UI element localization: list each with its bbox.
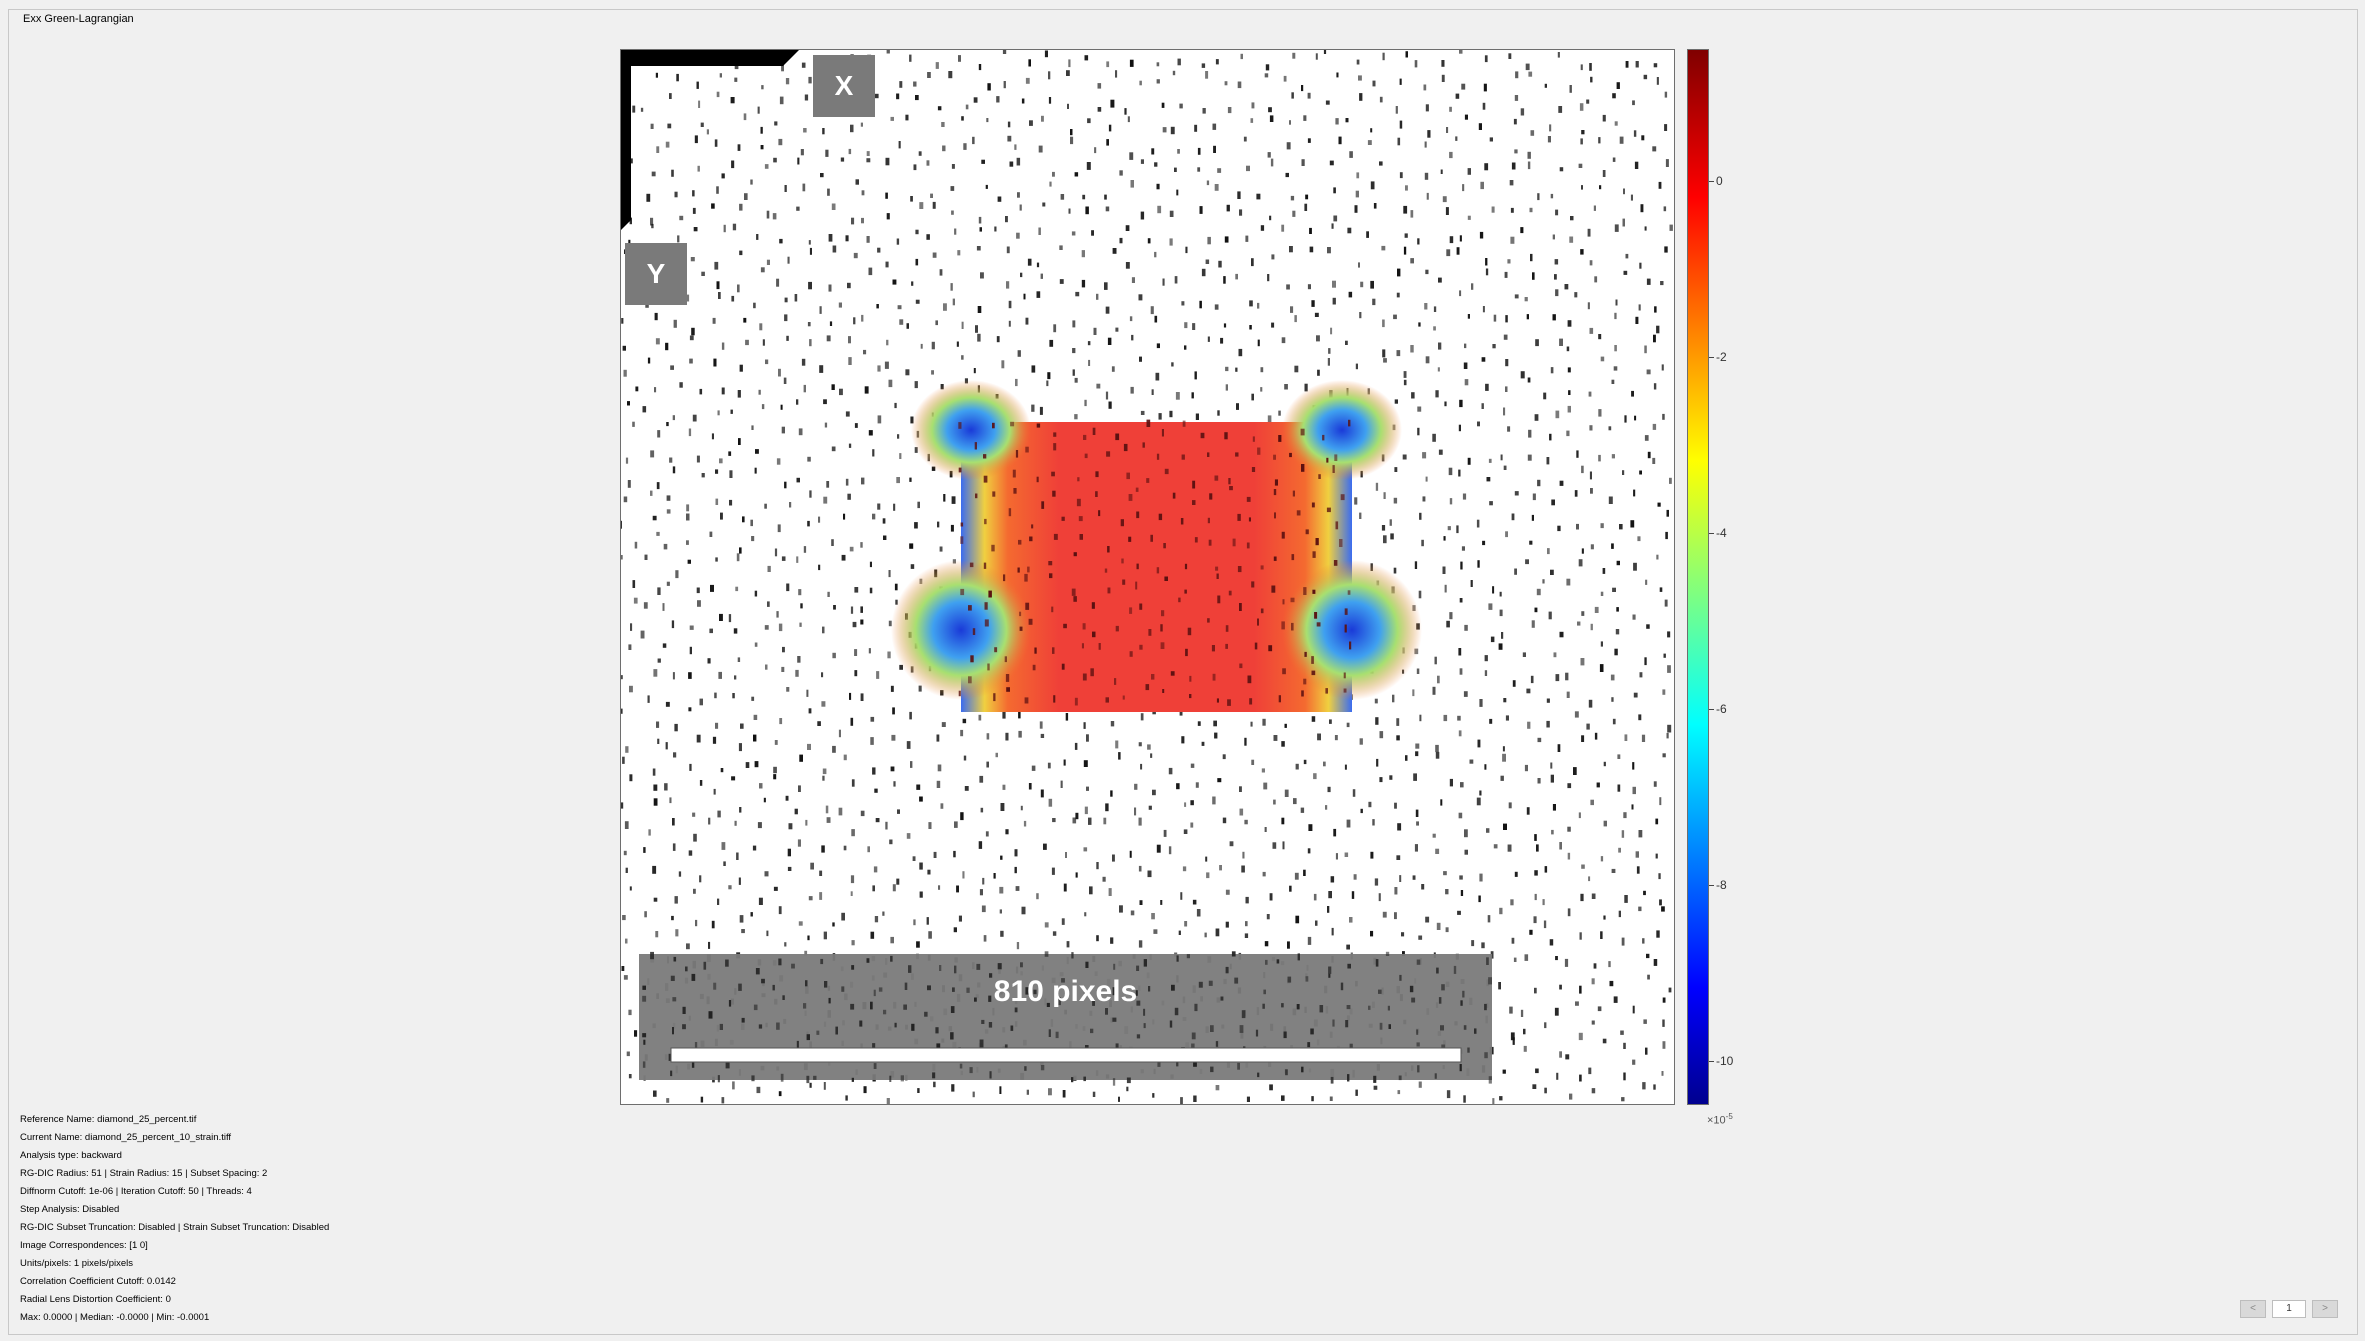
colorbar-tick — [1709, 1061, 1714, 1062]
colorbar-tick-label: 0 — [1716, 174, 1723, 188]
figure-panel: Exx Green-Lagrangian — [8, 9, 2358, 1335]
info-lens-distortion: Radial Lens Distortion Coefficient: 0 — [20, 1294, 171, 1305]
x-axis-label: X — [813, 55, 875, 117]
strain-plot-axes[interactable]: X Y 810 pixels — [620, 49, 1675, 1105]
info-stats: Max: 0.0000 | Median: -0.0000 | Min: -0.… — [20, 1312, 210, 1323]
info-units: Units/pixels: 1 pixels/pixels — [20, 1258, 133, 1269]
info-truncation: RG-DIC Subset Truncation: Disabled | Str… — [20, 1222, 330, 1233]
colorbar-tick-label: -10 — [1716, 1054, 1734, 1068]
page-number-field[interactable]: 1 — [2272, 1300, 2306, 1318]
prev-page-button[interactable]: < — [2240, 1300, 2266, 1318]
scalebar-label: 810 pixels — [993, 975, 1138, 1008]
y-axis-label: Y — [625, 243, 687, 305]
colorbar-tick — [1709, 533, 1714, 534]
analysis-info: Reference Name: diamond_25_percent.tif C… — [20, 1111, 329, 1327]
colorbar-tick-label: -4 — [1716, 526, 1727, 540]
colorbar-tick — [1709, 357, 1714, 358]
info-step-analysis: Step Analysis: Disabled — [20, 1204, 120, 1215]
strain-field — [891, 380, 1422, 712]
colorbar-tick — [1709, 885, 1714, 886]
info-correspondences: Image Correspondences: [1 0] — [20, 1240, 148, 1251]
colorbar-exponent: ×10-5 — [1707, 1112, 1733, 1127]
next-page-button[interactable]: > — [2312, 1300, 2338, 1318]
info-cutoffs: Diffnorm Cutoff: 1e-06 | Iteration Cutof… — [20, 1186, 252, 1197]
info-current-name: Current Name: diamond_25_percent_10_stra… — [20, 1132, 232, 1143]
colorbar-tick-label: -8 — [1716, 878, 1727, 892]
colorbar — [1687, 49, 1709, 1105]
panel-title: Exx Green-Lagrangian — [20, 13, 137, 25]
scalebar — [639, 951, 1492, 1086]
info-analysis-type: Analysis type: backward — [20, 1150, 122, 1161]
colorbar-tick-label: -2 — [1716, 350, 1727, 364]
strain-plot-canvas — [621, 50, 1673, 1104]
colorbar-tick — [1709, 181, 1714, 182]
info-correlation-cutoff: Correlation Coefficient Cutoff: 0.0142 — [20, 1276, 176, 1287]
pager: < 1 > — [2240, 1300, 2338, 1318]
info-reference-name: Reference Name: diamond_25_percent.tif — [20, 1114, 197, 1125]
orientation-arrow — [621, 50, 799, 230]
colorbar-tick — [1709, 709, 1714, 710]
info-radii: RG-DIC Radius: 51 | Strain Radius: 15 | … — [20, 1168, 268, 1179]
colorbar-tick-label: -6 — [1716, 702, 1727, 716]
